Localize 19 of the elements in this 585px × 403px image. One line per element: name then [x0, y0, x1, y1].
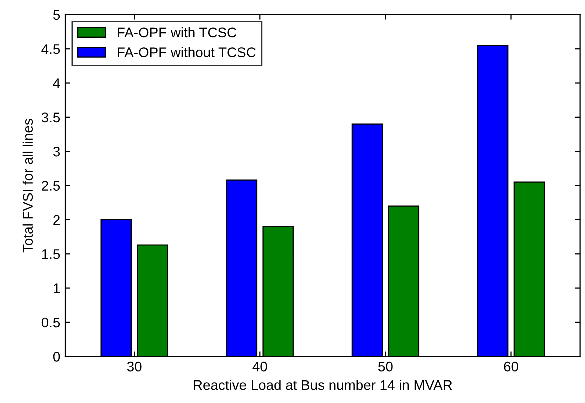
y-tick-label: 5 [53, 10, 60, 20]
y-tick-label: 3.5 [42, 112, 60, 123]
x-tick-label: 40 [252, 362, 268, 372]
y-tick-label: 2.5 [42, 181, 60, 191]
y-tick-label: 3 [53, 146, 60, 157]
x-tick-label: 30 [127, 362, 142, 372]
legend-label: FA-OPF without TCSC [118, 47, 256, 58]
x-tick-label: 50 [378, 362, 393, 372]
y-tick-label: 0 [53, 352, 60, 362]
y-axis-title: Total FVSI for all lines [22, 119, 34, 253]
y-tick-label: 1 [54, 284, 60, 294]
x-axis-title: Reactive Load at Bus number 14 in MVAR [194, 380, 452, 390]
y-tick-label: 4 [53, 78, 60, 88]
y-tick-label: 1.5 [42, 250, 60, 260]
legend-label: FA-OPF with TCSC [118, 27, 237, 38]
y-tick-label: 2 [54, 215, 60, 225]
x-tick-label: 60 [504, 362, 518, 372]
y-tick-label: 0.5 [42, 318, 60, 328]
y-tick-label: 4.5 [42, 44, 60, 54]
